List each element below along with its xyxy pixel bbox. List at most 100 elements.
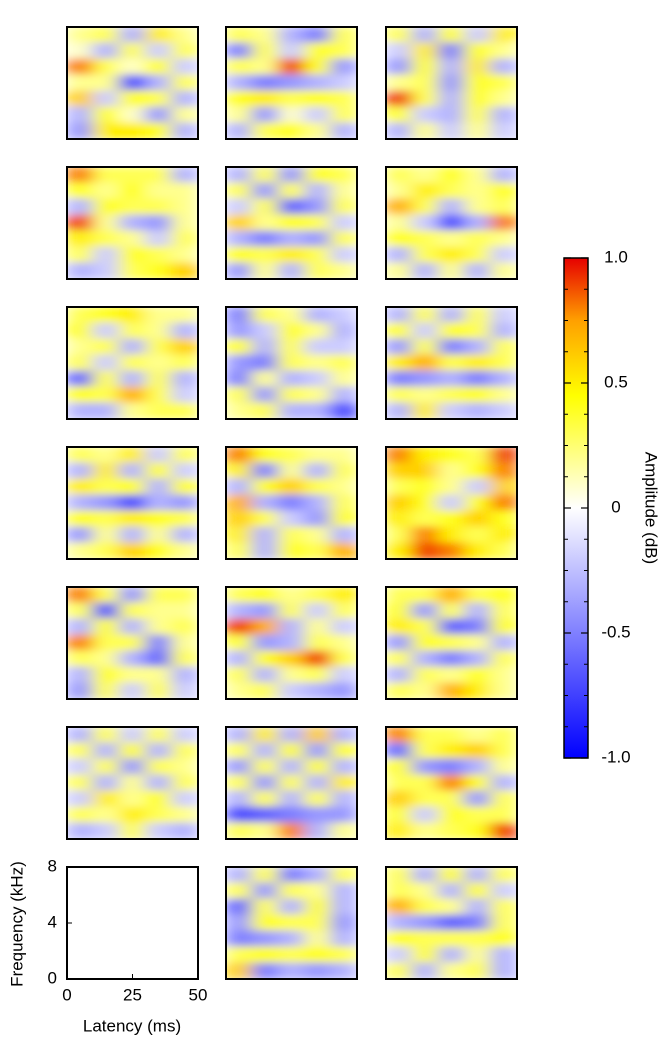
heatmap-cell [304, 338, 332, 356]
heatmap-cell [145, 634, 173, 652]
heatmap-cell [251, 822, 279, 839]
heatmap-cell [464, 90, 492, 108]
heatmap-panel [67, 447, 198, 559]
heatmap-cell [145, 666, 173, 684]
heatmap-cell [145, 122, 173, 139]
heatmap-cell [386, 822, 413, 839]
heatmap-cell [411, 930, 439, 948]
heatmap-cell [330, 462, 357, 480]
heatmap-cells [67, 447, 198, 559]
y-axis-label: Frequency (kHz) [7, 861, 26, 987]
heatmap-cell [490, 246, 517, 264]
heatmap-panel [386, 447, 517, 559]
heatmap-cell [437, 898, 466, 916]
heatmap-cell [226, 650, 253, 668]
heatmap-cell [251, 962, 279, 979]
heatmap-cell [464, 167, 492, 184]
heatmap-cell [145, 402, 173, 419]
heatmap-cell [118, 682, 147, 699]
heatmap-cell [464, 727, 492, 744]
heatmap-cell [411, 758, 439, 776]
heatmap-cell [304, 27, 332, 44]
heatmap-cell [92, 666, 120, 684]
heatmap-cell [118, 806, 147, 824]
heatmap-cell [226, 914, 253, 932]
heatmap-cell [171, 402, 198, 419]
y-tick-label: 0 [48, 968, 57, 987]
heatmap-cell [145, 58, 173, 76]
heatmap-cell [386, 27, 413, 44]
heatmap-cell [92, 198, 120, 216]
heatmap-cell [67, 602, 94, 620]
heatmap-cell [490, 494, 517, 512]
heatmap-cell [490, 650, 517, 668]
heatmap-cell [437, 758, 466, 776]
heatmap-cells [226, 727, 357, 839]
heatmap-cell [67, 742, 94, 760]
heatmap-cell [464, 650, 492, 668]
heatmap-cell [330, 354, 357, 372]
heatmap-cell [304, 758, 332, 776]
heatmap-cell [386, 122, 413, 139]
heatmap-cell [251, 914, 279, 932]
heatmap-cell [386, 182, 413, 200]
heatmap-cell [118, 666, 147, 684]
heatmap-cell [145, 214, 173, 232]
heatmap-cell [171, 618, 198, 636]
heatmap-cell [437, 962, 466, 979]
heatmap-cell [277, 618, 306, 636]
heatmap-cell [411, 774, 439, 792]
heatmap-cell [386, 742, 413, 760]
heatmap-cell [277, 386, 306, 404]
heatmap-cell [330, 402, 357, 419]
heatmap-cell [277, 867, 306, 884]
heatmap-cell [145, 682, 173, 699]
heatmap-cell [92, 58, 120, 76]
heatmap-cell [490, 822, 517, 839]
heatmap-cell [226, 898, 253, 916]
heatmap-cell [67, 727, 94, 744]
heatmap-cell [437, 27, 466, 44]
panel-frame [385, 586, 518, 700]
heatmap-cell [226, 167, 253, 184]
heatmap-cells [226, 27, 357, 139]
heatmap-cell [118, 370, 147, 388]
heatmap-cell [386, 542, 413, 559]
heatmap-cell [171, 587, 198, 604]
heatmap-cell [118, 386, 147, 404]
heatmap-cell [411, 230, 439, 248]
heatmap-cell [386, 370, 413, 388]
heatmap-cell [171, 602, 198, 620]
heatmap-cell [145, 354, 173, 372]
heatmap-cell [464, 930, 492, 948]
heatmap-cell [464, 106, 492, 124]
heatmap-cell [67, 666, 94, 684]
heatmap-cell [464, 682, 492, 699]
heatmap-cell [304, 402, 332, 419]
heatmap-cell [171, 727, 198, 744]
heatmap-cell [226, 790, 253, 808]
panel-frame [66, 726, 199, 840]
heatmap-cell [251, 167, 279, 184]
heatmap-cell [171, 634, 198, 652]
heatmap-cell [171, 230, 198, 248]
heatmap-cell [304, 618, 332, 636]
heatmap-cell [464, 742, 492, 760]
heatmap-cell [411, 882, 439, 900]
heatmap-cell [92, 727, 120, 744]
heatmap-cell [67, 354, 94, 372]
heatmap-cell [330, 182, 357, 200]
heatmap-cell [171, 790, 198, 808]
heatmap-cell [490, 898, 517, 916]
heatmap-cell [92, 262, 120, 279]
heatmap-cell [304, 307, 332, 324]
heatmap-cell [437, 447, 466, 464]
heatmap-cell [226, 370, 253, 388]
heatmap-cell [92, 618, 120, 636]
heatmap-panel [226, 447, 357, 559]
heatmap-panel [226, 167, 357, 279]
heatmap-cell [277, 962, 306, 979]
heatmap-cell [437, 58, 466, 76]
heatmap-cell [437, 246, 466, 264]
heatmap-cell [490, 447, 517, 464]
